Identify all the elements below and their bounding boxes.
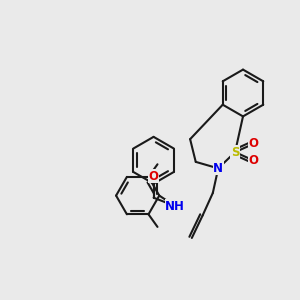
Text: NH: NH <box>165 200 185 213</box>
Text: S: S <box>231 146 239 159</box>
Text: O: O <box>148 169 159 183</box>
Text: O: O <box>249 154 259 167</box>
Text: N: N <box>213 162 223 175</box>
Text: O: O <box>249 137 259 150</box>
